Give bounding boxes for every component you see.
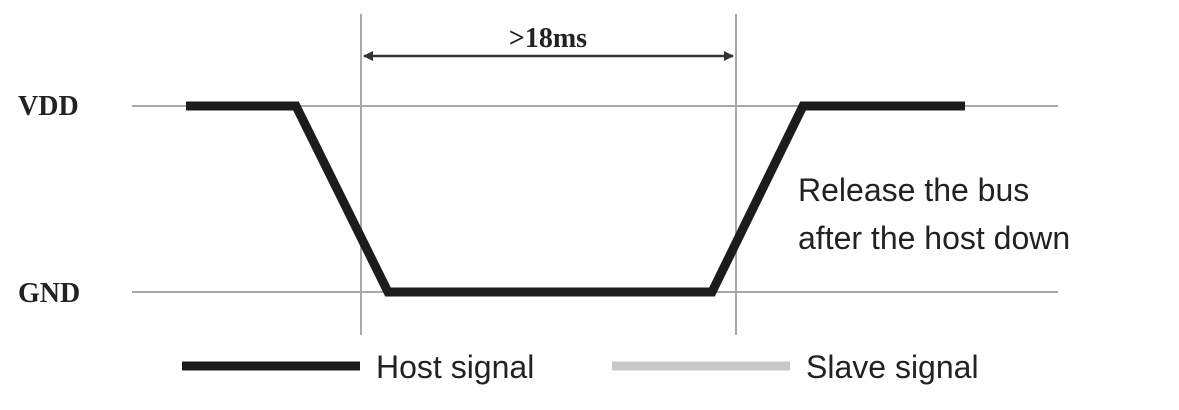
release-bus-note-line2: after the host down <box>798 220 1070 256</box>
host-signal-waveform <box>186 101 965 297</box>
vdd-label: VDD <box>18 91 79 122</box>
legend-host-label: Host signal <box>376 349 534 385</box>
duration-label: >18ms <box>509 23 587 54</box>
legend: Host signal Slave signal <box>182 349 979 385</box>
gnd-label: GND <box>18 278 80 309</box>
legend-slave-label: Slave signal <box>806 349 979 385</box>
release-bus-note-line1: Release the bus <box>798 172 1029 208</box>
